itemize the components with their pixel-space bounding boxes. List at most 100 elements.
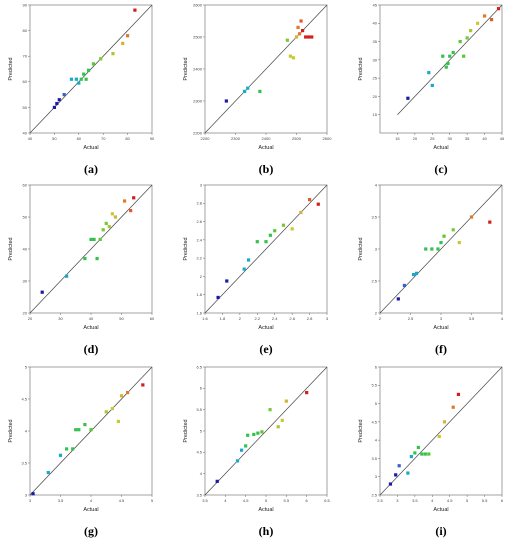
y-tick-label: 2.6 [196, 219, 202, 224]
data-point [396, 297, 400, 301]
data-point [258, 89, 262, 93]
y-tick-label: 2500 [193, 34, 203, 39]
data-point [285, 38, 289, 42]
y-tick-label: 2 [200, 274, 203, 279]
data-point [291, 56, 296, 60]
data-point [235, 459, 240, 463]
y-tick-label: 2400 [193, 66, 203, 71]
y-tick-label: 4 [375, 182, 378, 187]
y-axis-title: Predicted [8, 237, 14, 260]
y-tick-label: 4 [375, 438, 378, 443]
chart-panel-1: 40 50 60 70 80 90 40 50 60 70 80 90 Actual Predicted (… [8, 2, 155, 176]
data-point [122, 199, 127, 203]
data-point [71, 447, 75, 451]
y-axis-title: Predicted [8, 419, 14, 442]
data-point [427, 452, 431, 456]
chart-panel-8: 3.5 4 4.5 5 5.5 6 6.5 3.5 4 4.5 5 5.5 6 6.5 Actual Pred… [183, 364, 331, 538]
data-point [304, 35, 308, 39]
data-point [132, 196, 136, 200]
chart-panel-9: 2.5 3 3.5 4 4.5 5 5.5 6 2.5 3 3.5 4 4.5 5 5.5 6 Actual Pr… [358, 364, 504, 538]
chart-panel-3: 15 20 25 30 35 40 45 15 20 25 30 35 40 45 Actual Predic… [358, 2, 505, 176]
panel-label: (i) [435, 524, 446, 538]
x-tick-label: 4 [224, 498, 227, 503]
chart-panel-6: 2 2.5 3 3.5 4 2 2.5 3 3.5 4 Actual Predicted (f) [358, 182, 504, 356]
data-point [89, 237, 93, 241]
x-tick-label: 2.5 [377, 498, 383, 503]
x-tick-label: 3 [396, 498, 399, 503]
y-tick-label: 2.4 [196, 237, 202, 242]
data-point [246, 86, 250, 90]
y-tick-label: 6 [200, 386, 203, 391]
x-tick-label: 15 [395, 136, 400, 141]
data-point [62, 93, 66, 97]
x-tick-label: 4 [501, 316, 504, 321]
data-point [121, 41, 125, 45]
x-tick-label: 3.5 [58, 498, 64, 503]
data-point [95, 257, 99, 261]
data-point [252, 432, 256, 437]
data-point [126, 34, 130, 38]
x-tick-label: 2.8 [307, 316, 313, 321]
y-tick-label: 15 [373, 112, 378, 117]
data-point [290, 227, 294, 231]
data-point [119, 394, 124, 398]
y-tick-label: 2.2 [196, 256, 202, 261]
x-axis-title: Actual [433, 145, 448, 151]
data-point [276, 425, 280, 429]
panel-label: (e) [259, 342, 272, 356]
data-point [437, 434, 441, 439]
data-point [40, 290, 44, 294]
data-point [264, 240, 268, 244]
data-point [427, 71, 431, 75]
data-point [110, 407, 114, 411]
y-tick-label: 1.6 [196, 310, 202, 315]
data-point [111, 52, 115, 56]
x-axis-title: Actual [258, 507, 273, 513]
data-point [409, 455, 413, 459]
x-tick-label: 25 [430, 136, 435, 141]
x-tick-label: 2.5 [408, 316, 414, 321]
data-point [299, 210, 303, 215]
x-tick-label: 40 [482, 136, 487, 141]
y-tick-label: 60 [23, 79, 28, 84]
data-point [244, 444, 248, 448]
panel-label: (c) [434, 162, 447, 176]
x-tick-label: 90 [150, 136, 155, 141]
y-tick-label: 2300 [193, 98, 203, 103]
y-tick-label: 3.5 [371, 456, 377, 461]
data-point [92, 237, 96, 241]
data-point [52, 105, 56, 109]
x-tick-label: 4.5 [119, 498, 125, 503]
data-point [126, 391, 130, 395]
data-point [129, 209, 133, 213]
fit-line [204, 184, 328, 314]
data-point [301, 29, 305, 33]
data-point [462, 54, 466, 58]
x-tick-label: 35 [465, 136, 470, 141]
y-tick-label: 4.5 [21, 396, 27, 401]
data-point [107, 225, 111, 229]
data-point [246, 258, 251, 262]
data-point [388, 482, 393, 486]
data-point [476, 21, 480, 25]
y-tick-label: 40 [23, 246, 28, 251]
x-axis-title: Actual [258, 325, 273, 331]
y-tick-label: 60 [23, 182, 28, 187]
data-point [469, 29, 473, 33]
data-point [457, 241, 461, 245]
x-tick-label: 50 [119, 316, 124, 321]
y-axis-title: Predicted [183, 419, 189, 442]
data-point [416, 445, 420, 450]
data-point [256, 431, 260, 435]
data-point [116, 419, 121, 423]
x-tick-label: 3 [326, 316, 329, 321]
x-tick-label: 20 [28, 316, 33, 321]
panel-label: (a) [84, 162, 98, 176]
y-axis-title: Predicted [183, 237, 189, 260]
y-tick-label: 1.8 [196, 292, 202, 297]
y-tick-label: 20 [23, 310, 28, 315]
x-tick-label: 3.5 [412, 498, 418, 503]
x-tick-label: 1.8 [220, 316, 226, 321]
data-point [402, 283, 406, 288]
